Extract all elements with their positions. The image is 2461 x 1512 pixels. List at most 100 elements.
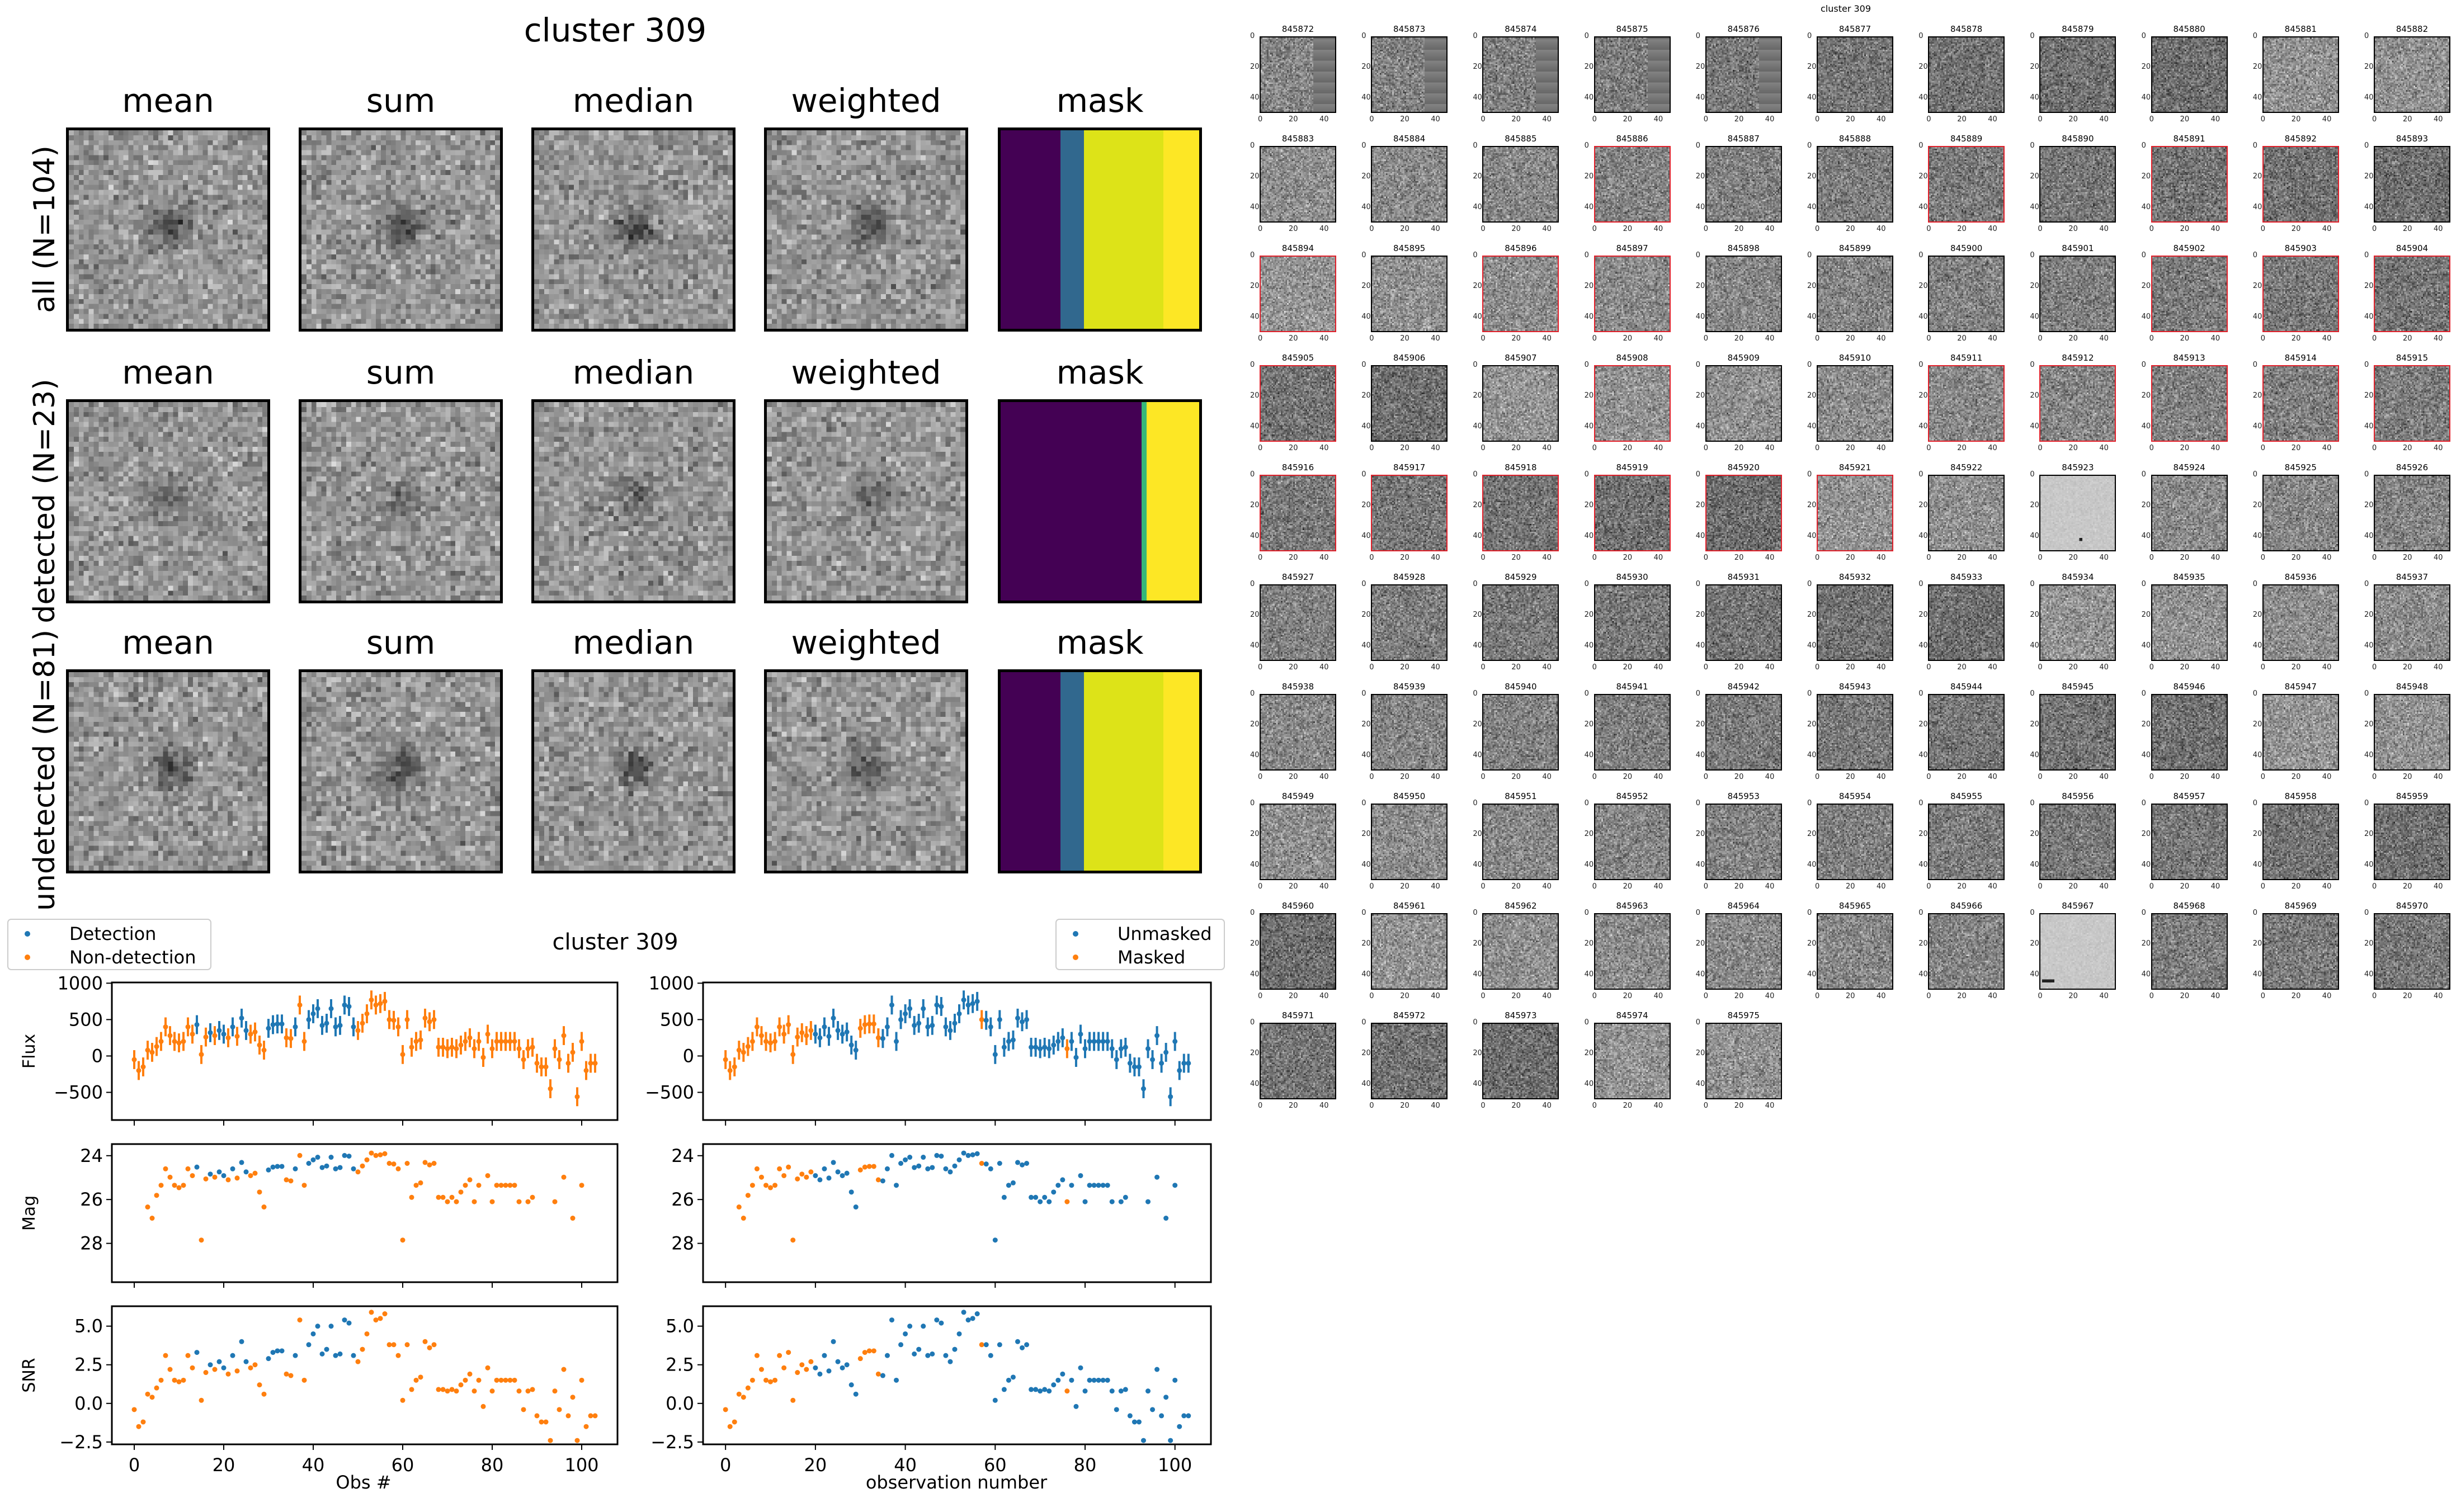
thumbnail-845895[interactable] — [1371, 256, 1448, 332]
thumbnail-845885[interactable] — [1482, 146, 1559, 223]
thumbnail-845974[interactable] — [1593, 1023, 1671, 1099]
thumbnail-845902[interactable] — [2151, 256, 2228, 332]
thumbnail-845973[interactable] — [1482, 1023, 1559, 1099]
thumbnail-845890[interactable] — [2039, 146, 2116, 223]
thumbnail-845917[interactable] — [1371, 475, 1448, 551]
thumbnail-845872[interactable] — [1260, 36, 1336, 113]
thumbnail-845948[interactable] — [2374, 694, 2450, 771]
thumbnail-845900[interactable] — [1928, 256, 2005, 332]
thumbnail-845874[interactable] — [1482, 36, 1559, 113]
thumbnail-845894[interactable] — [1260, 256, 1336, 332]
thumbnail-845939[interactable] — [1371, 694, 1448, 771]
thumbnail-845926[interactable] — [2374, 475, 2450, 551]
thumbnail-845923[interactable] — [2039, 475, 2116, 551]
thumbnail-845935[interactable] — [2151, 584, 2228, 661]
thumbnail-845873[interactable] — [1371, 36, 1448, 113]
thumbnail-845975[interactable] — [1705, 1023, 1782, 1099]
thumbnail-845970[interactable] — [2374, 913, 2450, 990]
thumbnail-845879[interactable] — [2039, 36, 2116, 113]
thumbnail-845940[interactable] — [1482, 694, 1559, 771]
thumbnail-845947[interactable] — [2262, 694, 2339, 771]
thumbnail-845965[interactable] — [1817, 913, 1893, 990]
thumbnail-845918[interactable] — [1482, 475, 1559, 551]
thumbnail-845932[interactable] — [1817, 584, 1893, 661]
thumbnail-845961[interactable] — [1371, 913, 1448, 990]
thumbnail-845925[interactable] — [2262, 475, 2339, 551]
thumbnail-845941[interactable] — [1593, 694, 1671, 771]
thumbnail-845919[interactable] — [1593, 475, 1671, 551]
thumbnail-845951[interactable] — [1482, 804, 1559, 880]
thumbnail-845930[interactable] — [1593, 584, 1671, 661]
thumbnail-845937[interactable] — [2374, 584, 2450, 661]
thumbnail-845883[interactable] — [1260, 146, 1336, 223]
thumbnail-845949[interactable] — [1260, 804, 1336, 880]
thumbnail-845964[interactable] — [1705, 913, 1782, 990]
thumbnail-845909[interactable] — [1705, 365, 1782, 442]
thumbnail-845971[interactable] — [1260, 1023, 1336, 1099]
thumbnail-845967[interactable] — [2039, 913, 2116, 990]
thumbnail-845944[interactable] — [1928, 694, 2005, 771]
thumbnail-845968[interactable] — [2151, 913, 2228, 990]
thumbnail-845896[interactable] — [1482, 256, 1559, 332]
thumbnail-845901[interactable] — [2039, 256, 2116, 332]
thumbnail-845911[interactable] — [1928, 365, 2005, 442]
thumbnail-845942[interactable] — [1705, 694, 1782, 771]
thumbnail-845933[interactable] — [1928, 584, 2005, 661]
thumbnail-845889[interactable] — [1928, 146, 2005, 223]
thumbnail-845905[interactable] — [1260, 365, 1336, 442]
thumbnail-845916[interactable] — [1260, 475, 1336, 551]
thumbnail-845888[interactable] — [1817, 146, 1893, 223]
thumbnail-845875[interactable] — [1593, 36, 1671, 113]
thumbnail-845891[interactable] — [2151, 146, 2228, 223]
thumbnail-845928[interactable] — [1371, 584, 1448, 661]
thumbnail-845921[interactable] — [1817, 475, 1893, 551]
thumbnail-845915[interactable] — [2374, 365, 2450, 442]
thumbnail-845904[interactable] — [2374, 256, 2450, 332]
thumbnail-845882[interactable] — [2374, 36, 2450, 113]
thumbnail-845897[interactable] — [1593, 256, 1671, 332]
thumbnail-845966[interactable] — [1928, 913, 2005, 990]
thumbnail-845938[interactable] — [1260, 694, 1336, 771]
thumbnail-845912[interactable] — [2039, 365, 2116, 442]
thumbnail-845914[interactable] — [2262, 365, 2339, 442]
thumbnail-845908[interactable] — [1593, 365, 1671, 442]
thumbnail-845955[interactable] — [1928, 804, 2005, 880]
thumbnail-845893[interactable] — [2374, 146, 2450, 223]
thumbnail-845924[interactable] — [2151, 475, 2228, 551]
thumbnail-845936[interactable] — [2262, 584, 2339, 661]
thumbnail-845903[interactable] — [2262, 256, 2339, 332]
thumbnail-845954[interactable] — [1817, 804, 1893, 880]
thumbnail-845945[interactable] — [2039, 694, 2116, 771]
thumbnail-845960[interactable] — [1260, 913, 1336, 990]
thumbnail-845907[interactable] — [1482, 365, 1559, 442]
thumbnail-845881[interactable] — [2262, 36, 2339, 113]
thumbnail-845892[interactable] — [2262, 146, 2339, 223]
thumbnail-845958[interactable] — [2262, 804, 2339, 880]
thumbnail-845946[interactable] — [2151, 694, 2228, 771]
thumbnail-845953[interactable] — [1705, 804, 1782, 880]
thumbnail-845906[interactable] — [1371, 365, 1448, 442]
thumbnail-845956[interactable] — [2039, 804, 2116, 880]
thumbnail-845957[interactable] — [2151, 804, 2228, 880]
thumbnail-845934[interactable] — [2039, 584, 2116, 661]
thumbnail-845878[interactable] — [1928, 36, 2005, 113]
thumbnail-845952[interactable] — [1593, 804, 1671, 880]
thumbnail-845887[interactable] — [1705, 146, 1782, 223]
thumbnail-845927[interactable] — [1260, 584, 1336, 661]
thumbnail-845876[interactable] — [1705, 36, 1782, 113]
thumbnail-845922[interactable] — [1928, 475, 2005, 551]
thumbnail-845899[interactable] — [1817, 256, 1893, 332]
thumbnail-845880[interactable] — [2151, 36, 2228, 113]
thumbnail-845910[interactable] — [1817, 365, 1893, 442]
thumbnail-845884[interactable] — [1371, 146, 1448, 223]
thumbnail-845972[interactable] — [1371, 1023, 1448, 1099]
thumbnail-845877[interactable] — [1817, 36, 1893, 113]
thumbnail-845920[interactable] — [1705, 475, 1782, 551]
thumbnail-845913[interactable] — [2151, 365, 2228, 442]
thumbnail-845959[interactable] — [2374, 804, 2450, 880]
thumbnail-845950[interactable] — [1371, 804, 1448, 880]
thumbnail-845963[interactable] — [1593, 913, 1671, 990]
thumbnail-845898[interactable] — [1705, 256, 1782, 332]
thumbnail-845943[interactable] — [1817, 694, 1893, 771]
thumbnail-845886[interactable] — [1593, 146, 1671, 223]
